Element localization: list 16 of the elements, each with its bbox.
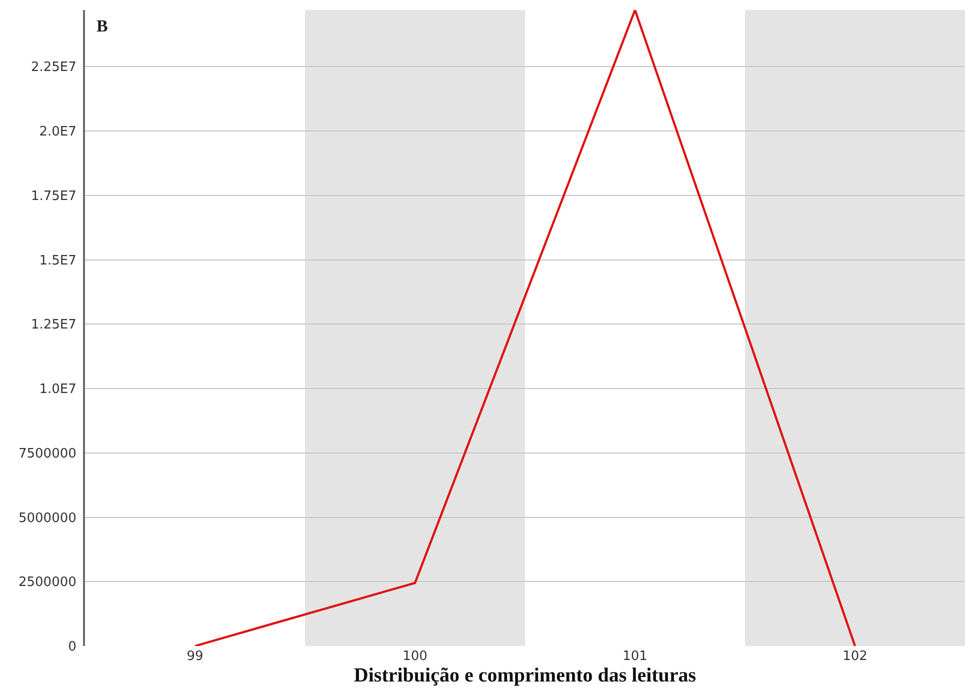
y-tick-label: 1.0E7 [39,382,76,398]
x-tick-label: 100 [402,649,428,664]
x-tick-label: 99 [186,649,204,664]
x-tick-label: 102 [842,649,868,664]
y-tick-label: 1.25E7 [30,318,76,333]
chart-title: B [96,16,108,36]
y-tick-label: 2.0E7 [39,124,76,140]
x-tick-label: 101 [622,649,648,664]
y-tick-label: 5000000 [18,510,76,526]
y-tick-label: 0 [68,640,76,655]
y-tick-label: 1.75E7 [30,188,76,204]
y-tick-label: 2.25E7 [30,60,76,76]
y-tick-label: 1.5E7 [39,253,76,268]
y-tick-label: 7500000 [18,446,76,462]
x-axis-title: Distribuição e comprimento das leituras [354,664,696,686]
y-tick-label: 2500000 [18,575,76,590]
